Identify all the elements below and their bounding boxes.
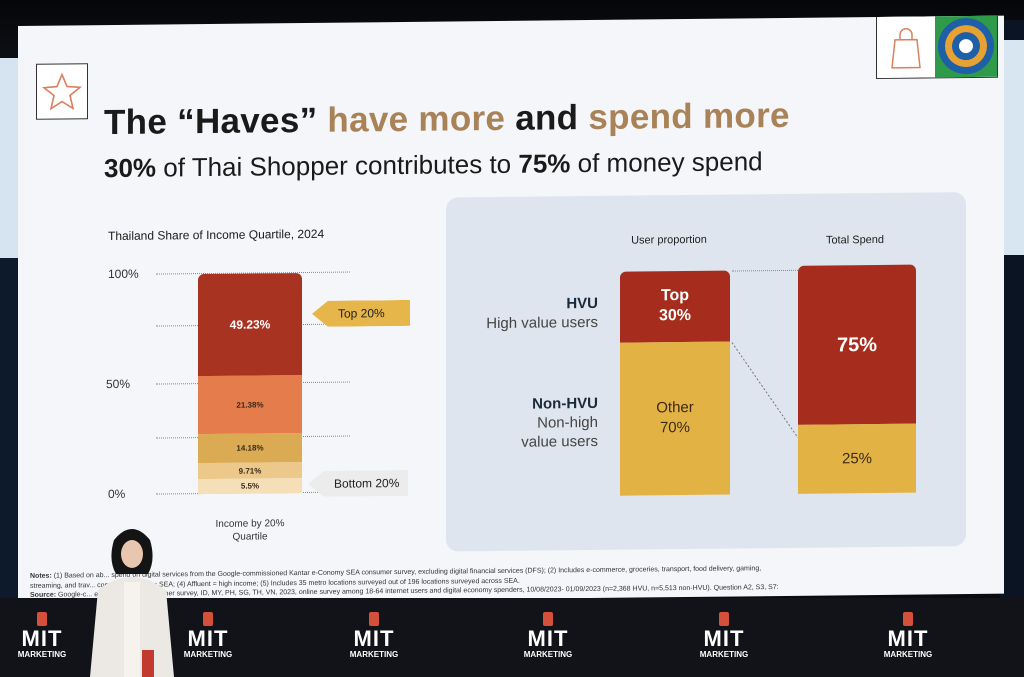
mit-badge-icon (203, 612, 213, 626)
hvu-bar-segment: Top 30% (620, 270, 730, 343)
chart-title: Thailand Share of Income Quartile, 2024 (108, 226, 325, 244)
notes-label: Notes: (30, 572, 52, 580)
callout-top-20: Top 20% (312, 300, 410, 327)
mit-logo: MIT MARKETING (346, 612, 402, 660)
row-label-non-hvu: Non-HVU Non-high value users (458, 394, 598, 452)
presentation-slide: The “Haves” have more and spend more 30%… (18, 15, 1004, 604)
speaker-figure (90, 529, 174, 677)
income-segment: 5.5% (198, 478, 302, 495)
non-hvu-bar-segment: Other 70% (620, 341, 730, 496)
star-icon (36, 63, 88, 120)
connector-diagonal (731, 342, 799, 439)
income-segment: 49.23% (198, 273, 302, 377)
row-label-hvu: HVU High value users (458, 294, 598, 333)
title-text-spend-more: spend more (578, 95, 790, 138)
income-segment: 14.18% (198, 433, 302, 464)
hvu-subtitle: High value users (486, 313, 598, 333)
subtitle-pct-30: 30% (104, 152, 157, 184)
title-text-haves: The “Haves” (104, 100, 318, 143)
mit-logo: MIT MARKETING (696, 612, 752, 660)
slide-subtitle: 30% of Thai Shopper contributes to 75% o… (104, 146, 763, 184)
title-text-have-more: have more (317, 98, 516, 140)
col-head-total-spend: Total Spend (825, 233, 885, 247)
non-hvu-subtitle-2: value users (521, 432, 598, 451)
callout-bottom-20: Bottom 20% (308, 470, 408, 497)
y-tick-100: 100% (108, 266, 139, 282)
hvu-title: HVU (566, 294, 598, 313)
mit-badge-icon (903, 612, 913, 626)
callout-top-label: Top 20% (338, 306, 385, 321)
subtitle-mid: of Thai Shopper contributes to (156, 148, 519, 183)
mit-badge-icon (719, 612, 729, 626)
slide-title: The “Haves” have more and spend more (104, 96, 790, 143)
subtitle-pct-75: 75% (518, 148, 571, 179)
col-head-user-proportion: User proportion (631, 233, 707, 247)
mit-logo: MIT MARKETING (14, 612, 70, 660)
shopping-bag-target-icon (876, 15, 998, 80)
non-hvu-subtitle-1: Non-high (537, 413, 598, 432)
x-axis-label: Income by 20% Quartile (215, 518, 285, 543)
mit-badge-icon (37, 612, 47, 626)
income-segment: 9.71% (198, 462, 302, 480)
non-hvu-bar-segment: 25% (798, 423, 916, 494)
y-tick-0: 0% (108, 486, 126, 502)
mit-badge-icon (543, 612, 553, 626)
title-text-and: and (515, 98, 579, 138)
subtitle-end: of money spend (570, 146, 763, 179)
mit-badge-icon (369, 612, 379, 626)
income-segment: 21.38% (198, 375, 302, 435)
mit-logo: MIT MARKETING (880, 612, 936, 660)
mit-logo: MIT MARKETING (520, 612, 576, 660)
hvu-bar-segment: 75% (798, 264, 916, 425)
mit-logo: MIT MARKETING (180, 612, 236, 660)
y-tick-50: 50% (106, 376, 131, 392)
callout-bottom-label: Bottom 20% (334, 476, 400, 491)
non-hvu-title: Non-HVU (532, 394, 598, 413)
side-screen-right (1000, 20, 1024, 603)
